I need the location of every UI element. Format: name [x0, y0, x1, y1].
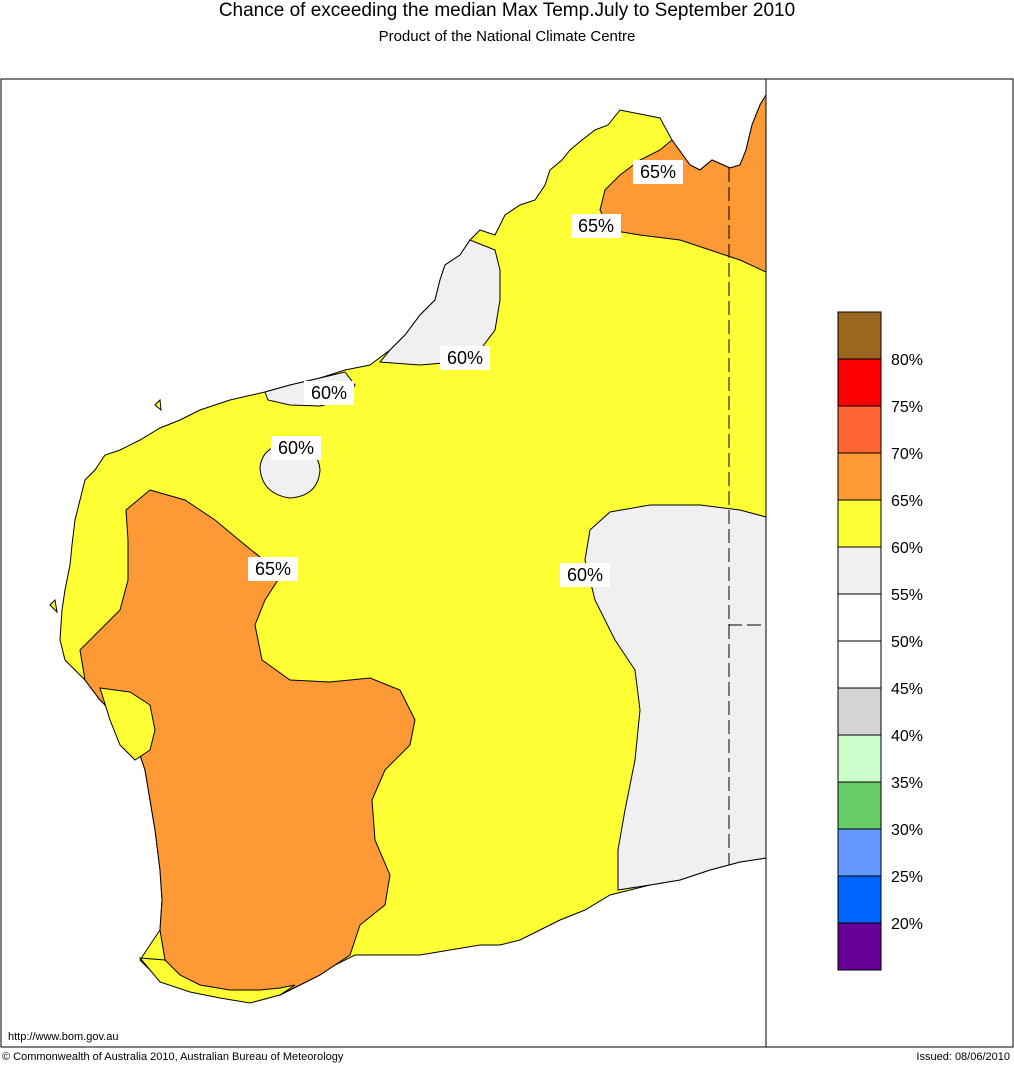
legend-label: 55%: [891, 587, 923, 604]
svg-text:60%: 60%: [447, 348, 483, 368]
contour-label-60-coast-strip: 60%: [304, 381, 354, 405]
contour-label-65-top: 65%: [571, 214, 621, 238]
legend-label: 65%: [891, 493, 923, 510]
contour-label-65-top-right: 65%: [633, 160, 683, 184]
source-url: http://www.bom.gov.au: [8, 1031, 119, 1043]
issued-date: Issued: 08/06/2010: [916, 1051, 1010, 1063]
legend-swatch: [837, 640, 882, 689]
contour-label-60-northwest: 60%: [440, 346, 490, 370]
svg-text:60%: 60%: [311, 383, 347, 403]
region-yellow-perth: [99, 687, 156, 761]
legend-label: 80%: [891, 352, 923, 369]
map-subtitle: Product of the National Climate Centre: [378, 28, 636, 45]
legend-swatch: [837, 781, 882, 830]
legend-swatch: [837, 358, 882, 407]
legend-label: 70%: [891, 446, 923, 463]
svg-text:60%: 60%: [278, 438, 314, 458]
legend-swatch: [837, 452, 882, 501]
svg-text:65%: 65%: [578, 216, 614, 236]
region-grey-southeast: [584, 504, 767, 891]
region-grey-northwest: [378, 239, 501, 366]
svg-text:65%: 65%: [255, 559, 291, 579]
contour-label-65-southwest: 65%: [248, 557, 298, 581]
region-yellow-south-coast: [138, 957, 296, 1004]
legend-swatch: [837, 593, 882, 642]
legend-swatch: [837, 687, 882, 736]
legend-label: 40%: [891, 728, 923, 745]
legend: 80% 75% 70% 65% 60% 55% 50% 45% 40% 35% 30% 25% 20%: [837, 311, 923, 971]
legend-swatch: [837, 922, 882, 971]
legend-swatch: [837, 311, 882, 360]
legend-swatch: [837, 875, 882, 924]
legend-swatch: [837, 828, 882, 877]
legend-label: 50%: [891, 634, 923, 651]
legend-label: 25%: [891, 869, 923, 886]
legend-label: 30%: [891, 822, 923, 839]
legend-label: 75%: [891, 399, 923, 416]
legend-label: 60%: [891, 540, 923, 557]
region-orange-southwest: [79, 489, 416, 1001]
map-title: Chance of exceeding the median Max Temp.…: [218, 0, 796, 21]
legend-swatch: [837, 405, 882, 454]
legend-swatch: [837, 734, 882, 783]
contour-label-60-island: 60%: [271, 436, 321, 460]
island-north: [154, 398, 162, 412]
copyright-text: © Commonwealth of Australia 2010, Austra…: [2, 1051, 344, 1063]
legend-swatch: [837, 499, 882, 548]
svg-text:65%: 65%: [640, 162, 676, 182]
island-west: [49, 598, 58, 614]
legend-label: 35%: [891, 775, 923, 792]
legend-label: 20%: [891, 916, 923, 933]
legend-label: 45%: [891, 681, 923, 698]
map-frame: [0, 78, 1014, 1048]
state-border: [728, 168, 766, 865]
svg-text:60%: 60%: [567, 565, 603, 585]
legend-swatch: [837, 546, 882, 595]
contour-label-60-southeast: 60%: [560, 563, 610, 587]
